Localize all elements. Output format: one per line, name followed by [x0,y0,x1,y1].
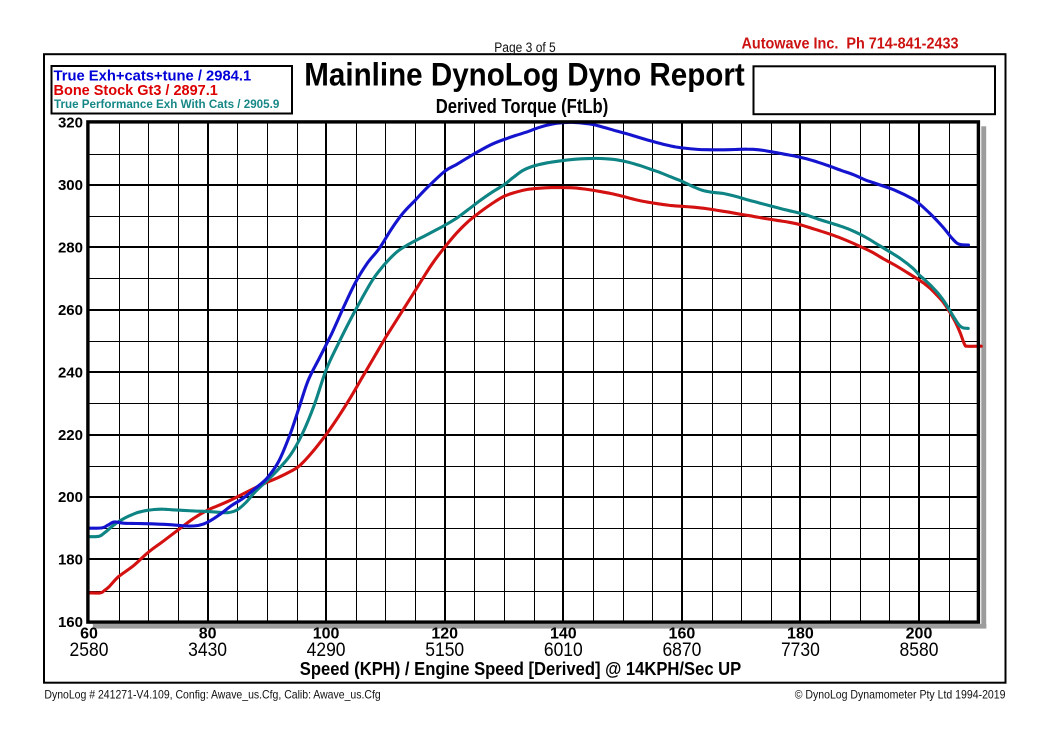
svg-text:Speed (KPH) / Engine Speed [De: Speed (KPH) / Engine Speed [Derived] @ 1… [300,659,742,679]
svg-text:160: 160 [669,625,696,642]
svg-text:Derived Torque (FtLb): Derived Torque (FtLb) [436,96,609,118]
svg-text:320: 320 [58,115,83,132]
svg-text:180: 180 [787,625,814,642]
svg-text:True Exh+cats+tune / 2984.1: True Exh+cats+tune / 2984.1 [54,68,252,85]
svg-text:6010: 6010 [544,640,583,661]
svg-text:4290: 4290 [307,640,346,661]
svg-text:5150: 5150 [425,640,464,661]
svg-text:280: 280 [58,239,83,256]
svg-text:Page 3 of 5: Page 3 of 5 [494,40,556,55]
svg-text:True Performance Exh With Cats: True Performance Exh With Cats / 2905.9 [54,97,279,111]
svg-text:3430: 3430 [188,640,227,661]
svg-text:6870: 6870 [662,640,701,661]
svg-text:Autowave Inc. Ph 714-841-2433: Autowave Inc. Ph 714-841-2433 [742,36,959,53]
svg-text:300: 300 [58,177,83,194]
svg-text:Mainline DynoLog Dyno Report: Mainline DynoLog Dyno Report [304,56,745,92]
svg-text:Bone Stock Gt3 / 2897.1: Bone Stock Gt3 / 2897.1 [54,82,218,99]
svg-text:160: 160 [58,614,83,631]
svg-text:8580: 8580 [900,640,939,661]
svg-text:140: 140 [550,625,577,642]
svg-text:100: 100 [313,625,340,642]
svg-text:180: 180 [58,552,83,569]
svg-text:120: 120 [431,625,458,642]
svg-text:DynoLog # 241271-V4.109, Confi: DynoLog # 241271-V4.109, Config: Awave_u… [44,688,380,702]
svg-text:260: 260 [58,302,83,319]
svg-text:2580: 2580 [70,640,109,661]
svg-text:7730: 7730 [781,640,820,661]
svg-text:240: 240 [58,364,83,381]
svg-text:200: 200 [58,489,83,506]
svg-text:© DynoLog Dynamometer Pty Ltd: © DynoLog Dynamometer Pty Ltd 1994-2019 [795,687,1006,701]
svg-text:80: 80 [199,625,217,642]
svg-text:200: 200 [906,625,933,642]
svg-text:220: 220 [58,427,83,444]
svg-text:60: 60 [80,625,98,642]
